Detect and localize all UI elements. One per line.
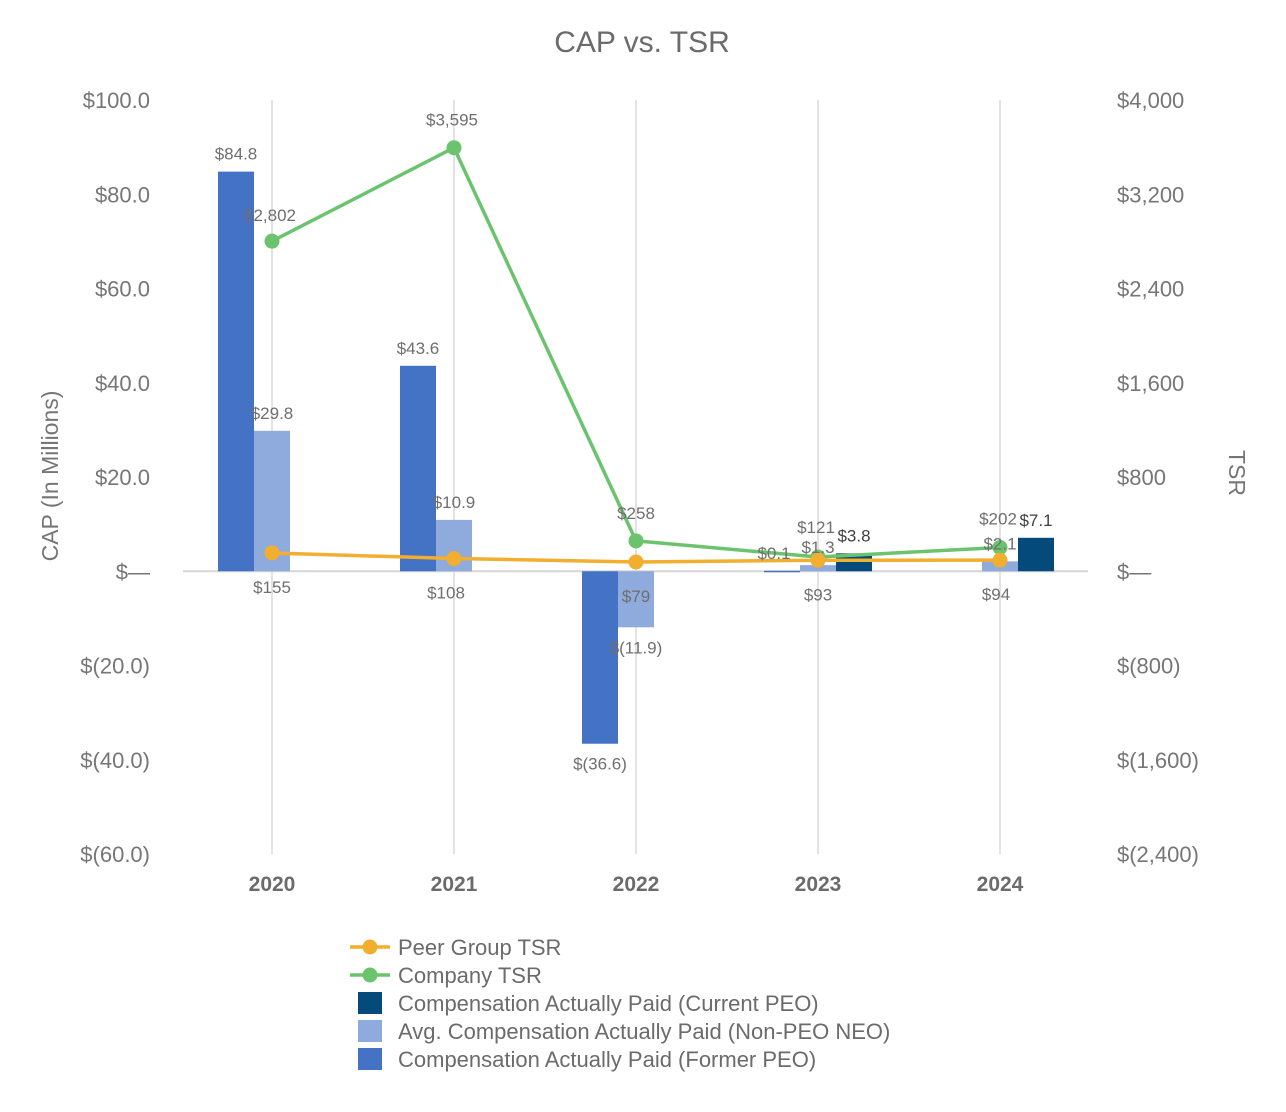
bar-data-label: $(11.9)	[610, 638, 663, 657]
legend-bar-swatch	[358, 1048, 382, 1070]
legend-item-company-tsr: Company TSR	[350, 963, 542, 988]
point-peer-group-tsr-2020	[264, 545, 280, 561]
point-peer-group-tsr-2023	[810, 552, 826, 568]
left-axis-tick: $—	[116, 559, 150, 584]
line-data-label: $155	[253, 578, 291, 597]
x-axis-tick-2024: 2024	[977, 873, 1024, 896]
bar-data-label: $29.8	[251, 404, 294, 423]
point-company-tsr-2021	[446, 140, 462, 156]
right-axis-title: TSR	[1224, 450, 1250, 496]
bar-compensation-actually-paid-former-peo--2021	[400, 365, 436, 572]
bar-data-label: $84.8	[215, 145, 258, 164]
legend-label: Compensation Actually Paid (Current PEO)	[398, 991, 819, 1016]
bar-data-label: $43.6	[397, 339, 440, 358]
bar-data-label: $7.1	[1019, 511, 1052, 530]
line-data-label: $258	[617, 504, 655, 523]
bar-avg-compensation-actually-paid-non-peo-neo--2023	[800, 565, 836, 572]
bar-compensation-actually-paid-former-peo--2023	[764, 570, 800, 573]
x-axis-tick-2022: 2022	[613, 873, 660, 896]
x-axis-tick-2023: 2023	[795, 873, 842, 896]
line-data-label: $202	[979, 509, 1017, 528]
grid-layer	[183, 100, 1088, 854]
right-axis: $4,000 $3,200 $2,400 $1,600 $800 $— $(800) $(1,…	[1117, 88, 1199, 867]
legend: Peer Group TSR Company TSR Compensation Ac…	[350, 935, 890, 1072]
right-axis-tick: $3,200	[1117, 182, 1184, 207]
bar-compensation-actually-paid-former-peo--2020	[218, 171, 254, 572]
right-axis-tick: $(800)	[1117, 654, 1181, 679]
bar-compensation-actually-paid-former-peo--2022	[582, 571, 618, 744]
point-peer-group-tsr-2022	[628, 554, 644, 570]
line-data-label: $2,802	[244, 206, 296, 225]
line-data-label: $108	[427, 584, 465, 603]
line-data-label: $3,595	[426, 111, 478, 130]
legend-marker-swatch	[362, 939, 378, 955]
bar-avg-compensation-actually-paid-non-peo-neo--2022	[618, 571, 654, 628]
bar-data-label: $10.9	[433, 493, 476, 512]
line-data-label: $79	[622, 587, 650, 606]
left-axis-tick: $80.0	[95, 182, 150, 207]
legend-item-compensation-actually-paid-current-peo-: Compensation Actually Paid (Current PEO)	[358, 991, 819, 1016]
bar-data-label: $3.8	[837, 526, 870, 545]
bar-data-label: $(36.6)	[573, 755, 627, 774]
bar-compensation-actually-paid-current-peo--2023	[836, 553, 872, 572]
bar-data-label: $2.1	[983, 534, 1016, 553]
chart-title: CAP vs. TSR	[554, 26, 730, 59]
legend-item-avg-compensation-actually-paid-non-peo-neo-: Avg. Compensation Actually Paid (Non-PEO…	[358, 1019, 890, 1044]
left-axis-title: CAP (In Millions)	[37, 391, 63, 562]
legend-bar-swatch	[358, 1020, 382, 1042]
right-axis-tick: $(2,400)	[1117, 842, 1199, 867]
bar-compensation-actually-paid-current-peo--2024	[1018, 537, 1054, 572]
line-data-label: $121	[797, 518, 835, 537]
legend-item-compensation-actually-paid-former-peo-: Compensation Actually Paid (Former PEO)	[358, 1047, 816, 1072]
point-company-tsr-2024	[992, 539, 1008, 555]
left-axis-tick: $20.0	[95, 465, 150, 490]
x-axis: 2020 2021 2022 2023 2024	[249, 873, 1024, 896]
left-axis-tick: $100.0	[83, 88, 150, 113]
line-data-label: $93	[804, 585, 832, 604]
point-peer-group-tsr-2021	[446, 551, 462, 567]
left-axis-tick: $60.0	[95, 277, 150, 302]
line-data-label: $94	[982, 585, 1010, 604]
legend-bar-swatch	[358, 992, 382, 1014]
legend-label: Peer Group TSR	[398, 935, 561, 960]
right-axis-tick: $(1,600)	[1117, 748, 1199, 773]
right-axis-tick: $800	[1117, 465, 1166, 490]
bar-data-label: $0.1	[757, 544, 790, 563]
point-company-tsr-2022	[628, 533, 644, 549]
point-company-tsr-2020	[264, 233, 280, 249]
left-axis-tick: $(20.0)	[80, 654, 150, 679]
x-axis-tick-2021: 2021	[431, 873, 478, 896]
legend-label: Compensation Actually Paid (Former PEO)	[398, 1047, 816, 1072]
left-axis: $100.0 $80.0 $60.0 $40.0 $20.0 $— $(20.0) $(40.…	[80, 88, 150, 867]
legend-marker-swatch	[362, 967, 378, 983]
x-axis-tick-2020: 2020	[249, 873, 296, 896]
legend-item-peer-group-tsr: Peer Group TSR	[350, 935, 561, 960]
point-peer-group-tsr-2024	[992, 552, 1008, 568]
bar-data-label: $1.3	[801, 538, 834, 557]
right-axis-tick: $4,000	[1117, 88, 1184, 113]
data-labels-layer: $84.8 $43.6 $(36.6) $0.1 $29.8 $10.9 $(11.9) $1…	[215, 111, 1053, 774]
lines-layer	[264, 140, 1008, 570]
left-axis-tick: $40.0	[95, 371, 150, 396]
right-axis-tick: $2,400	[1117, 277, 1184, 302]
right-axis-tick: $—	[1117, 559, 1151, 584]
left-axis-tick: $(40.0)	[80, 748, 150, 773]
left-axis-tick: $(60.0)	[80, 842, 150, 867]
legend-label: Company TSR	[398, 963, 542, 988]
legend-label: Avg. Compensation Actually Paid (Non-PEO…	[398, 1019, 890, 1044]
right-axis-tick: $1,600	[1117, 371, 1184, 396]
bars-layer	[218, 171, 1054, 744]
